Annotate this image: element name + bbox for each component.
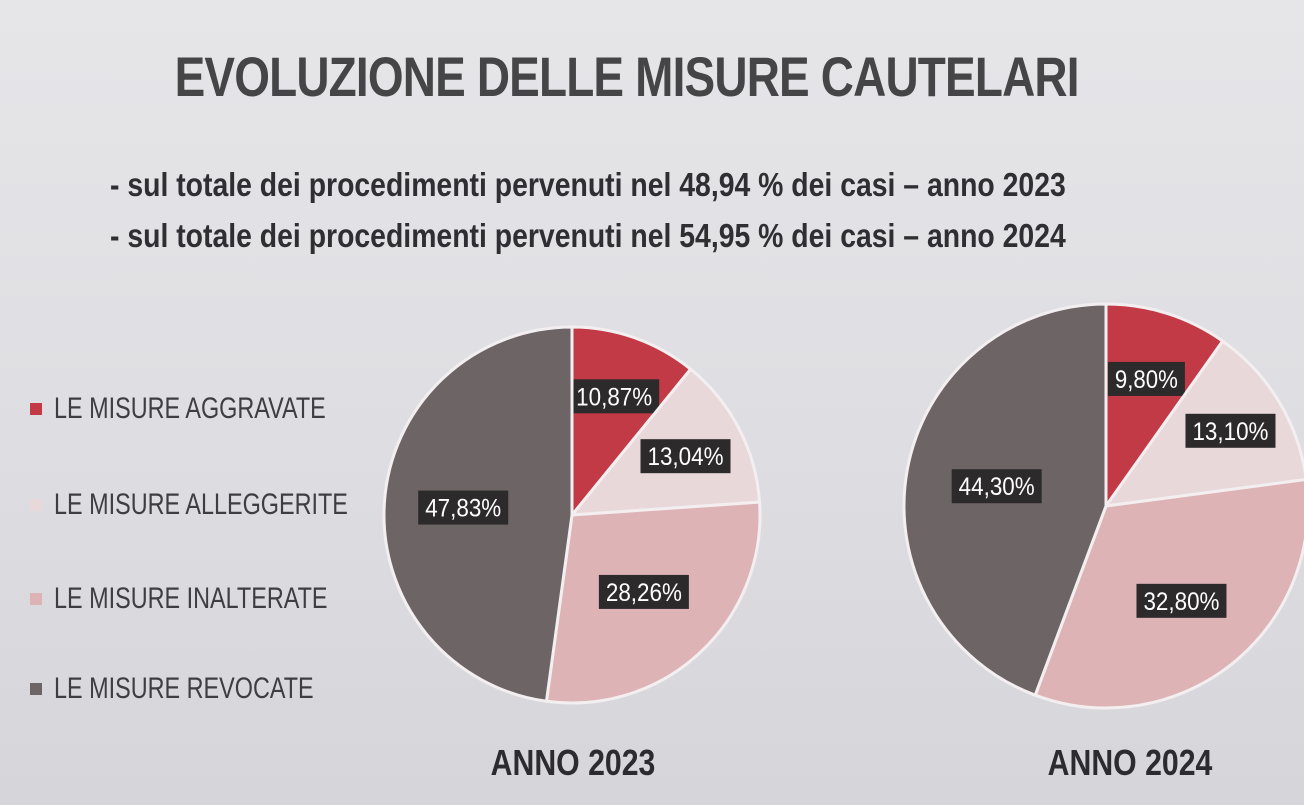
data-label-revocate-2024: 44,30% [951,469,1042,504]
data-label-text-aggravate-2024: 9,80% [1115,366,1178,394]
data-label-inalterate-2023: 28,26% [598,574,689,609]
data-label-box-inalterate-2023 [598,574,689,609]
pie-slice-aggravate-2024 [1104,302,1225,511]
data-label-inalterate-2024: 32,80% [1136,583,1227,618]
legend-label-inalterate: LE MISURE INALTERATE [54,582,328,615]
data-label-box-alleggerite-2024 [1185,413,1276,448]
data-label-text-inalterate-2023: 28,26% [606,579,682,607]
legend-label-aggravate: LE MISURE AGGRAVATE [54,392,326,425]
data-label-aggravate-2024: 9,80% [1107,361,1185,396]
data-label-text-revocate-2024: 44,30% [959,473,1035,501]
data-label-text-revocate-2023: 47,83% [425,495,501,523]
data-label-text-inalterate-2024: 32,80% [1143,588,1219,616]
legend-item-aggravate: LE MISURE AGGRAVATE [30,392,402,426]
legend-item-alleggerite: LE MISURE ALLEGGERITE [30,488,431,522]
data-label-box-revocate-2023 [418,490,509,525]
pie-slice-aggravate-2023 [570,325,693,520]
pie-title-2024: ANNO 2024 [1047,742,1213,783]
chart-title: EVOLUZIONE DELLE MISURE CAUTELARI [174,45,1080,108]
legend-swatch-inalterate [30,593,42,605]
legend-item-inalterate: LE MISURE INALTERATE [30,582,405,616]
data-label-text-alleggerite-2024: 13,10% [1192,418,1268,446]
data-label-box-aggravate-2023 [569,379,660,414]
data-label-text-aggravate-2023: 10,87% [576,383,652,411]
subtitle-2023: - sul totale dei procedimenti pervenuti … [110,166,1066,203]
legend-label-alleggerite: LE MISURE ALLEGGERITE [54,488,348,521]
pie-title-2023: ANNO 2023 [490,742,656,783]
data-label-alleggerite-2024: 13,10% [1185,413,1276,448]
data-label-alleggerite-2023: 13,04% [640,439,731,474]
data-label-box-alleggerite-2023 [640,439,731,474]
data-label-box-aggravate-2024 [1107,361,1185,396]
legend-label-revocate: LE MISURE REVOCATE [54,672,314,705]
data-label-box-revocate-2024 [951,469,1042,504]
data-label-aggravate-2023: 10,87% [569,379,660,414]
data-label-revocate-2023: 47,83% [418,490,509,525]
data-label-text-alleggerite-2023: 13,04% [648,443,724,471]
legend-swatch-alleggerite [30,499,42,511]
legend-swatch-aggravate [30,403,42,415]
legend-item-revocate: LE MISURE REVOCATE [30,672,387,706]
data-label-box-inalterate-2024 [1136,583,1227,618]
pie-chart-2024: 9,80% 13,10% 32,80% 44,30% [902,302,1304,710]
legend-swatch-revocate [30,683,42,695]
pie-chart-2023: 10,87% 13,04% 28,26% 47,83% [382,325,762,705]
subtitle-2024: - sul totale dei procedimenti pervenuti … [110,217,1066,254]
